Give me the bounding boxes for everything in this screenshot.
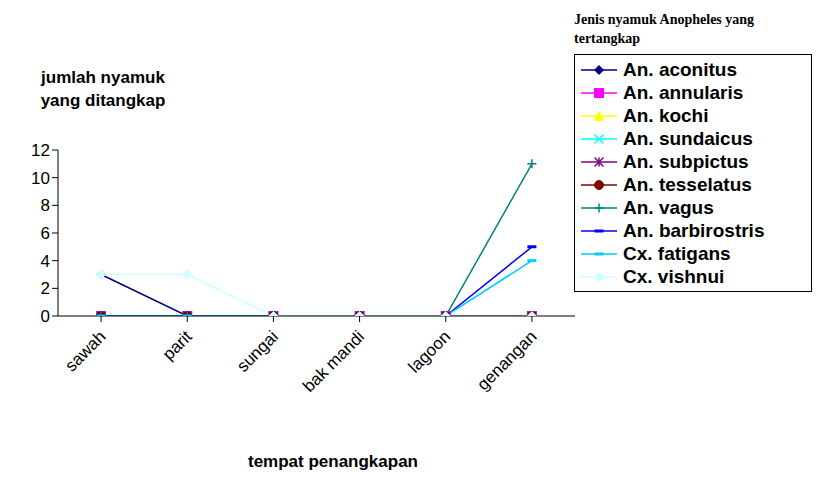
svg-text:8: 8 [41, 196, 50, 215]
html-text:jumlah nyamuk yang ditangkap: jumlah nyamuk yang ditangkap [40, 68, 166, 110]
svg-text:0: 0 [41, 307, 50, 326]
svg-text:sungai: sungai [233, 327, 282, 376]
html-text:An. tesselatus: An. tesselatus [623, 173, 752, 195]
html-text:Cx. fatigans: Cx. fatigans [623, 242, 731, 264]
svg-text:2: 2 [41, 279, 50, 298]
html-text:Jenis nyamuk Anopheles yang te: Jenis nyamuk Anopheles yang tertangkap [574, 12, 755, 46]
html-text:An. barbirostris: An. barbirostris [623, 219, 765, 241]
html-text:An. aconitus: An. aconitus [623, 58, 737, 80]
html-text:Cx. vishnui: Cx. vishnui [623, 265, 725, 287]
svg-text:lagoon: lagoon [405, 327, 455, 377]
svg-text:6: 6 [41, 224, 50, 243]
svg-text:4: 4 [41, 252, 50, 271]
svg-text:genangan: genangan [473, 327, 540, 394]
html-text:An. annularis: An. annularis [623, 81, 744, 103]
svg-text:sawah: sawah [61, 327, 109, 375]
svg-text:parit: parit [159, 327, 196, 364]
html-text:tempat penangkapan: tempat penangkapan [248, 452, 418, 471]
svg-text:10: 10 [31, 169, 50, 188]
html-text:An. sundaicus: An. sundaicus [623, 127, 753, 149]
html-text:An. vagus: An. vagus [623, 196, 714, 218]
html-text:An. subpictus: An. subpictus [623, 150, 749, 172]
svg-text:12: 12 [31, 141, 50, 160]
svg-text:bak mandi: bak mandi [299, 327, 368, 396]
html-text:An. kochi: An. kochi [623, 104, 709, 126]
